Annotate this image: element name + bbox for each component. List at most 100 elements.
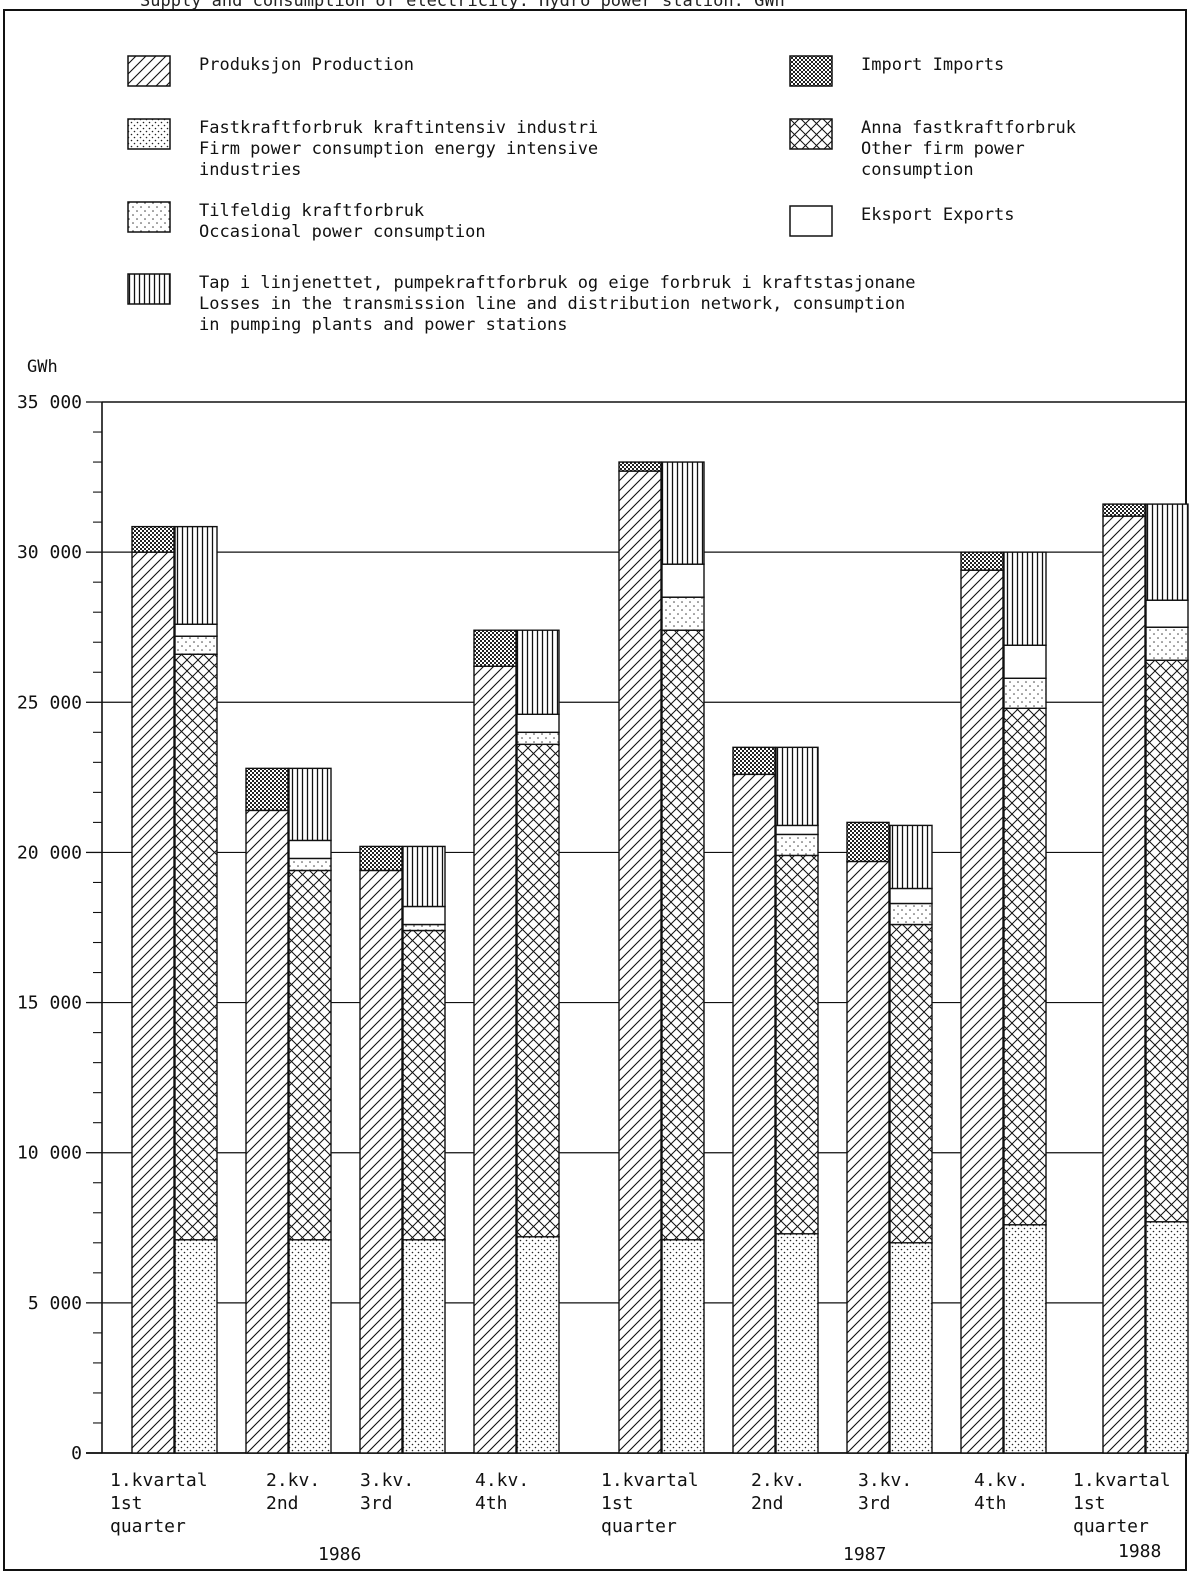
supply-bar-production-segment [245,809,289,1454]
consumption-bar-firm-energy-intensive-segment [661,1239,705,1454]
legend-swatch-other-firm [789,118,833,150]
consumption-bar-other-firm-segment [174,653,218,1241]
supply-bar-production-segment [732,773,776,1454]
consumption-bar-occasional-segment [516,731,560,746]
x-tick-label: 3.kv. [360,1470,414,1491]
x-tick-label: 2.kv. [266,1470,320,1491]
consumption-bar-other-firm-segment [516,743,560,1238]
y-tick-label: 0 [71,1443,82,1464]
consumption-bar-firm-energy-intensive-segment [889,1242,933,1454]
consumption-bar-firm-energy-intensive-segment [174,1239,218,1454]
consumption-bar-firm-energy-intensive-segment [775,1233,819,1454]
consumption-bar-exports-segment [174,623,218,637]
x-tick-label: 2nd [751,1493,784,1514]
legend-label-line: consumption [861,160,974,180]
x-tick-label: 4th [974,1493,1007,1514]
consumption-bar-losses-segment [1145,503,1189,601]
legend-label-line: in pumping plants and power stations [199,315,568,335]
legend-label-line: Produksjon Production [199,55,414,75]
supply-bar-imports-segment [359,845,403,872]
supply-bar-imports-segment [1102,503,1146,517]
x-tick-label: 1.kvartal [1073,1470,1171,1491]
consumption-bar-losses-segment [661,461,705,565]
consumption-bar-exports-segment [288,839,332,860]
consumption-bar-exports-segment [1003,644,1047,679]
legend-item-other-firm: Anna fastkraftforbruk Other firm power con… [789,118,1076,181]
legend-label-line: Tilfeldig kraftforbruk [199,201,425,221]
legend-swatch-losses [127,273,171,305]
legend-label-line: Other firm power [861,139,1025,159]
supply-bar-imports-segment [131,525,175,553]
supply-bar-production-segment [359,869,403,1454]
legend-label: Import Imports [861,55,1004,76]
consumption-bar-occasional-segment [288,857,332,872]
x-tick-label: 3rd [858,1493,891,1514]
x-tick-label: 1st [601,1493,634,1514]
legend-label-line: Fastkraftforbruk kraftintensiv industri [199,118,599,138]
consumption-bar-occasional-segment [889,902,933,926]
legend-item-occasional: Tilfeldig kraftforbruk Occasional power c… [127,201,486,243]
x-tick-label: 4th [475,1493,508,1514]
x-tick-label: 1.kvartal [110,1470,208,1491]
legend-swatch-firm-energy-intensive [127,118,171,150]
y-tick-label: 30 000 [17,542,82,563]
legend-label-line: Import Imports [861,55,1005,75]
legend-item-firm-energy-intensive: Fastkraftforbruk kraftintensiv industri F… [127,118,598,181]
consumption-bar-exports-segment [775,824,819,836]
supply-bar-production-segment [846,860,890,1454]
supply-bar-production-segment [618,470,662,1454]
y-tick-label: 5 000 [28,1293,82,1314]
x-tick-label: 3rd [360,1493,393,1514]
y-tick-label: 20 000 [17,842,82,863]
supply-bar-imports-segment [473,629,517,667]
y-tick-label: 10 000 [17,1143,82,1164]
legend-label: Anna fastkraftforbruk Other firm power con… [861,118,1076,181]
consumption-bar-other-firm-segment [1145,659,1189,1223]
consumption-bar-exports-segment [661,563,705,598]
legend-swatch-occasional [127,201,171,233]
legend-swatch-imports [789,55,833,87]
legend-label: Tilfeldig kraftforbruk Occasional power c… [199,201,486,243]
consumption-bar-firm-energy-intensive-segment [288,1239,332,1454]
x-tick-label: 1st [110,1493,143,1514]
supply-bar-production-segment [1102,515,1146,1454]
year-label: 1987 [843,1544,886,1565]
supply-bar-imports-segment [732,746,776,776]
y-axis-label: GWh [27,357,58,377]
consumption-bar-losses-segment [775,746,819,827]
y-tick-label: 15 000 [17,993,82,1014]
consumption-bar-exports-segment [1145,599,1189,628]
x-tick-label: quarter [1073,1516,1149,1537]
legend-item-imports: Import Imports [789,55,1004,87]
consumption-bar-occasional-segment [661,596,705,631]
consumption-bar-firm-energy-intensive-segment [402,1239,446,1454]
legend-label: Fastkraftforbruk kraftintensiv industri F… [199,118,598,181]
legend-item-production: Produksjon Production [127,55,414,87]
legend-label-line: Firm power consumption energy intensive [199,139,599,159]
y-tick-label: 25 000 [17,692,82,713]
consumption-bar-firm-energy-intensive-segment [516,1236,560,1454]
x-tick-label: 4.kv. [974,1470,1028,1491]
legend-swatch-production [127,55,171,87]
x-tick-label: 2nd [266,1493,299,1514]
consumption-bar-other-firm-segment [288,869,332,1241]
legend-label: Produksjon Production [199,55,414,76]
legend-label-line: Tap i linjenettet, pumpekraftforbruk og … [199,273,916,293]
x-tick-label: 4.kv. [475,1470,529,1491]
consumption-bar-firm-energy-intensive-segment [1145,1221,1189,1454]
legend-label-line: industries [199,160,302,180]
supply-bar-production-segment [960,569,1004,1454]
x-tick-label: 2.kv. [751,1470,805,1491]
consumption-bar-other-firm-segment [775,854,819,1235]
legend-label: Tap i linjenettet, pumpekraftforbruk og … [199,273,915,336]
year-label: 1988 [1118,1541,1161,1562]
consumption-bar-occasional-segment [402,923,446,932]
x-tick-label: 1.kvartal [601,1470,699,1491]
clipped-caption-text: Supply and consumption of electricity. H… [140,0,785,10]
consumption-bar-losses-segment [402,845,446,908]
x-tick-label: quarter [601,1516,677,1537]
supply-bar-imports-segment [846,821,890,863]
consumption-bar-losses-segment [889,824,933,890]
supply-bar-imports-segment [618,461,662,472]
